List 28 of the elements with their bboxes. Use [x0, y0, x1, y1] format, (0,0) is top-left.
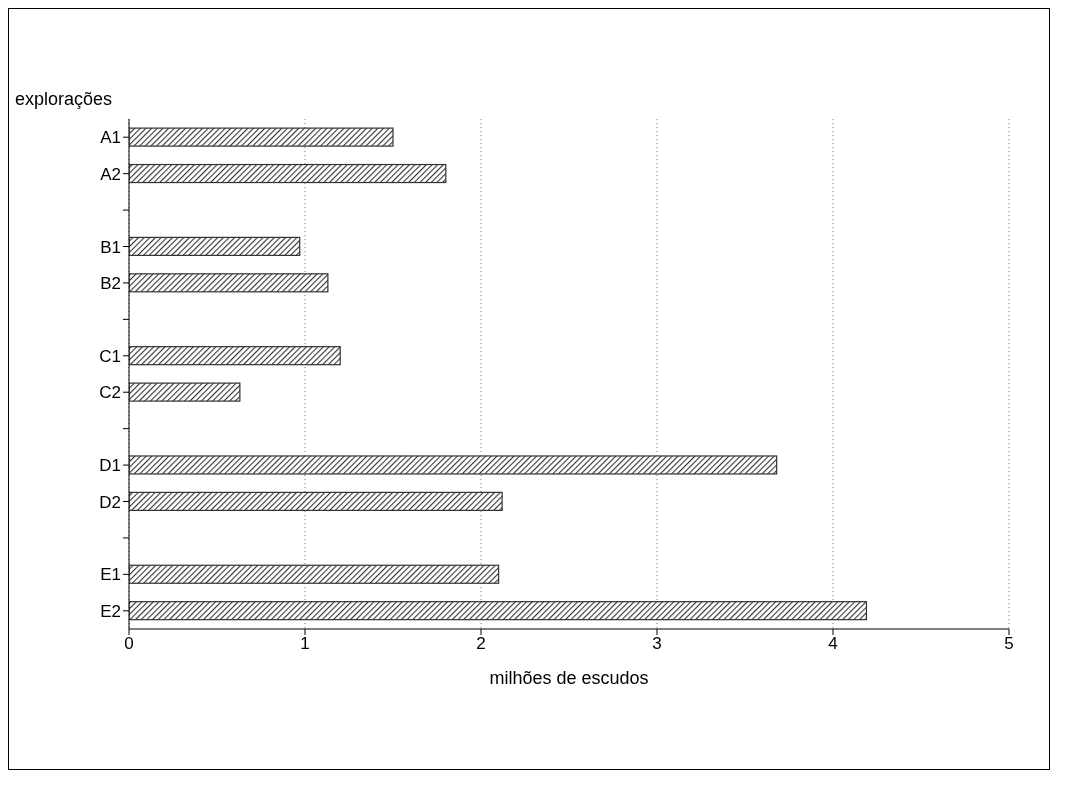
y-tick-label: B2 [100, 273, 121, 293]
bar [129, 236, 301, 256]
bar [129, 163, 447, 184]
y-tick-label: C2 [99, 383, 121, 403]
bar [129, 491, 503, 511]
y-tick-label: A1 [100, 128, 121, 148]
y-axis-title: explorações [15, 89, 113, 110]
y-tick-label: C1 [99, 346, 121, 366]
bar [129, 273, 329, 293]
x-tick-label: 1 [300, 634, 310, 654]
y-tick-label: E2 [100, 601, 121, 621]
x-axis-title: milhões de escudos [489, 668, 649, 688]
bar [129, 601, 868, 621]
bar [129, 455, 778, 475]
x-tick-label: 3 [652, 634, 662, 654]
bar [129, 127, 394, 147]
bar [129, 382, 241, 402]
x-tick-label: 5 [1004, 634, 1014, 654]
bar [129, 564, 500, 584]
x-tick-label: 0 [124, 634, 134, 654]
x-tick-label: 2 [476, 634, 486, 654]
y-tick-label: D2 [99, 492, 121, 512]
x-tick-label: 4 [828, 634, 838, 654]
y-tick-label: A2 [100, 164, 121, 184]
bar [129, 346, 341, 366]
y-tick-label: B1 [100, 237, 121, 257]
y-tick-label: D1 [99, 456, 121, 476]
y-tick-label: E1 [100, 565, 121, 585]
